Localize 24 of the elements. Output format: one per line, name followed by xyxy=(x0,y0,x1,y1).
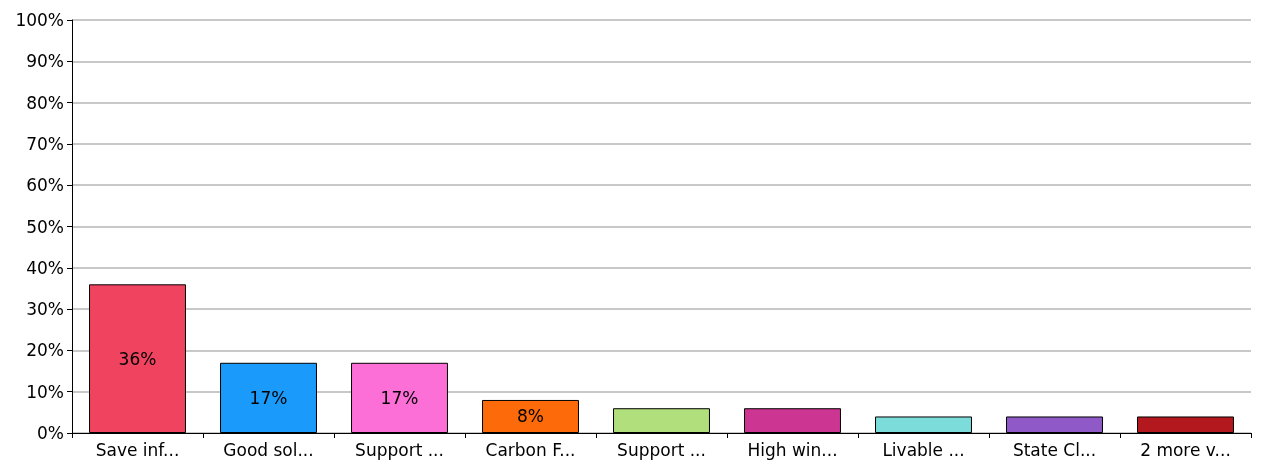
data-label: 17% xyxy=(380,387,419,408)
y-tick-label: 20% xyxy=(26,340,64,361)
y-tick-label: 40% xyxy=(26,257,64,278)
x-tick-label: Support ... xyxy=(617,439,706,460)
x-tick-label: Save inf... xyxy=(95,439,180,460)
y-tick-label: 50% xyxy=(26,216,64,237)
x-tick-label: High win... xyxy=(747,439,838,460)
y-tick-label: 100% xyxy=(15,10,64,30)
x-tick-label: Livable ... xyxy=(882,439,965,460)
x-tick-label: Carbon F... xyxy=(485,439,576,460)
x-tick-label: 2 more v... xyxy=(1140,439,1231,460)
data-label: 17% xyxy=(249,387,288,408)
x-tick-label: Good sol... xyxy=(223,439,314,460)
y-tick-label: 10% xyxy=(26,381,64,402)
y-tick-label: 30% xyxy=(26,299,64,320)
y-tick-label: 80% xyxy=(26,92,64,113)
y-tick-label: 90% xyxy=(26,51,64,72)
y-tick-label: 70% xyxy=(26,133,64,154)
y-tick-label: 0% xyxy=(37,423,64,443)
x-tick-label: Support ... xyxy=(355,439,444,460)
y-tick-label: 60% xyxy=(26,175,64,196)
data-label: 36% xyxy=(118,348,157,369)
x-tick-label: State Cl... xyxy=(1012,439,1097,460)
data-label: 8% xyxy=(517,406,544,427)
